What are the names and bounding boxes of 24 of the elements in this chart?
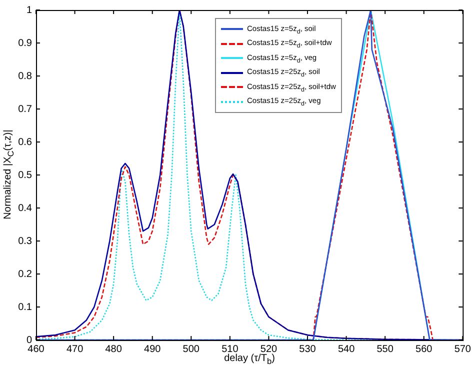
y-tick-label: 0.3 bbox=[18, 236, 32, 247]
x-tick-label: 530 bbox=[299, 344, 316, 355]
y-tick-label: 0.9 bbox=[18, 38, 32, 49]
y-tick-label: 0.4 bbox=[18, 202, 32, 214]
x-axis-title: delay (τ/T$_{b}$) bbox=[223, 353, 276, 366]
y-tick-label: 0.1 bbox=[18, 302, 32, 313]
x-tick-label: 490 bbox=[144, 344, 162, 355]
x-tick-label: 570 bbox=[454, 344, 472, 355]
x-tick-label: 460 bbox=[28, 344, 45, 355]
y-tick-label: 0.8 bbox=[18, 70, 32, 82]
x-tick-label: 540 bbox=[338, 344, 356, 355]
x-tick-label: 560 bbox=[416, 344, 433, 355]
y-tick-label: 0.2 bbox=[18, 268, 32, 280]
x-tick-label: 520 bbox=[260, 344, 278, 355]
y-tick-label: 0.5 bbox=[18, 170, 32, 181]
y-tick-label: 0.7 bbox=[18, 104, 32, 115]
x-tick-label: 470 bbox=[66, 344, 84, 355]
y-tick-label: 1 bbox=[26, 4, 32, 16]
x-tick-label: 500 bbox=[182, 344, 200, 355]
x-tick-label: 510 bbox=[222, 344, 239, 355]
y-tick-label: 0 bbox=[26, 334, 32, 346]
y-tick-label: 0.6 bbox=[18, 136, 32, 148]
x-tick-label: 480 bbox=[105, 344, 122, 355]
x-tick-label: 550 bbox=[376, 344, 394, 355]
